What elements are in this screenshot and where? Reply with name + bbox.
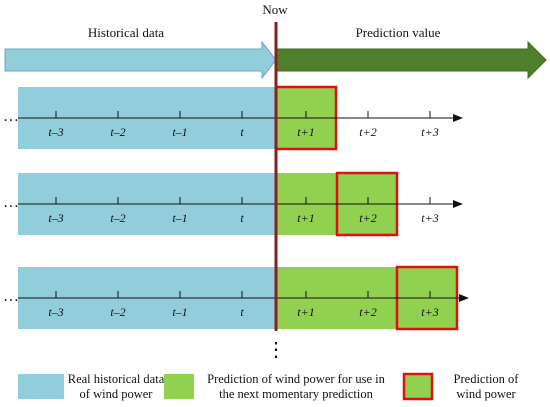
row-ellipsis: … — [3, 108, 19, 125]
tick-label-t-minus-3: t–3 — [48, 211, 63, 225]
row-ellipsis: … — [3, 288, 19, 305]
historical-data-label: Historical data — [88, 25, 164, 40]
timeline-row-2: … t–3 t–2 t–1 t t+1 t+2 t+3 — [3, 171, 463, 237]
tick-label-t-plus-3: t+3 — [421, 125, 438, 139]
timeline-row-3: … t–3 t–2 t–1 t t+1 t+2 t+3 — [3, 265, 469, 331]
historical-data-arrow — [4, 40, 277, 80]
legend-historical-text: Real historical data of wind power — [66, 372, 166, 402]
legend-historical-line2: of wind power — [79, 387, 153, 401]
legend-swatch-prediction — [402, 372, 434, 401]
axis-ticks — [55, 197, 431, 204]
legend-prediction-use-line1: Prediction of wind power for use in — [207, 372, 385, 386]
tick-label-t-plus-1: t+1 — [297, 305, 314, 319]
tick-label-t: t — [240, 305, 244, 319]
timeline-row-1: … t–3 t–2 t–1 t t+1 t+2 t+3 — [3, 85, 463, 151]
axis-ticks — [55, 111, 431, 118]
prediction-value-label: Prediction value — [356, 25, 441, 40]
tick-label-t: t — [240, 125, 244, 139]
row-ellipsis: … — [3, 194, 19, 211]
tick-label-t-minus-2: t–2 — [110, 211, 125, 225]
tick-label-t-plus-3: t+3 — [421, 305, 438, 319]
legend-historical-line1: Real historical data — [67, 372, 165, 386]
legend-prediction-line1: Prediction of — [453, 372, 519, 386]
tick-label-t-minus-1: t–1 — [172, 125, 187, 139]
now-label: Now — [262, 2, 288, 17]
legend-prediction-use-text: Prediction of wind power for use in the … — [196, 372, 396, 402]
legend-prediction-text: Prediction of wind power — [436, 372, 536, 402]
tick-label-t-plus-3: t+3 — [421, 211, 438, 225]
tick-label-t-minus-1: t–1 — [172, 305, 187, 319]
tick-label-t-minus-2: t–2 — [110, 305, 125, 319]
legend-prediction-use-line2: the next momentary prediction — [219, 387, 373, 401]
tick-label-t-plus-1: t+1 — [297, 211, 314, 225]
prediction-value-arrow — [275, 40, 547, 80]
vertical-ellipsis: ⋮ — [266, 339, 286, 361]
tick-label-t-minus-1: t–1 — [172, 211, 187, 225]
tick-label-t-plus-1: t+1 — [297, 125, 314, 139]
legend-prediction-line2: wind power — [456, 387, 516, 401]
tick-label-t-plus-2: t+2 — [359, 125, 376, 139]
tick-label-t-minus-3: t–3 — [48, 125, 63, 139]
legend-swatch-prediction-use — [164, 374, 194, 399]
tick-label-t-plus-2: t+2 — [359, 211, 376, 225]
tick-label-t: t — [240, 211, 244, 225]
legend-swatch-historical — [18, 374, 64, 399]
axis-ticks — [55, 291, 431, 298]
tick-label-t-minus-2: t–2 — [110, 125, 125, 139]
tick-label-t-plus-2: t+2 — [359, 305, 376, 319]
tick-label-t-minus-3: t–3 — [48, 305, 63, 319]
